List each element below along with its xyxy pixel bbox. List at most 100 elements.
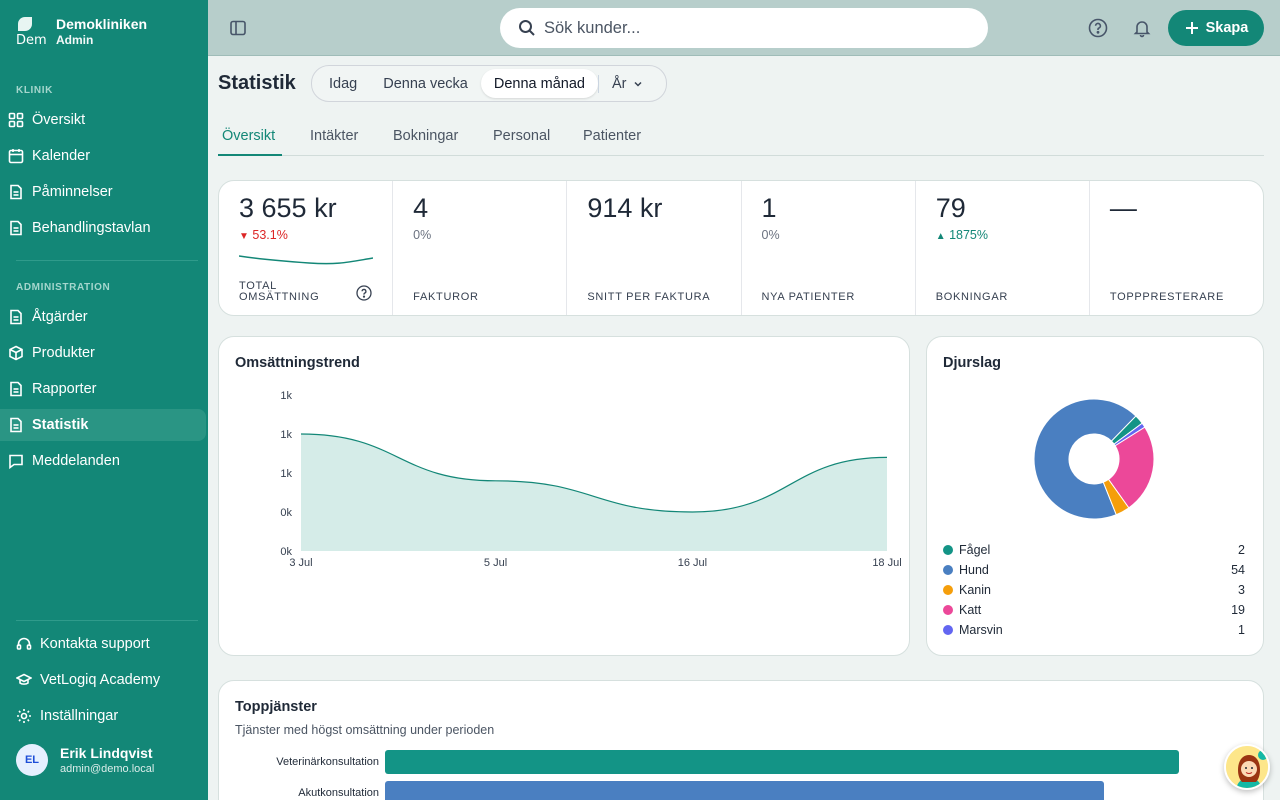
service-bar[interactable] [385,781,1104,800]
legend-label: Hund [959,563,989,577]
kpi-delta: ▲ 1875% [935,228,989,242]
kpi-value: 4 [413,193,429,223]
series-line [300,433,888,513]
up-arrow-icon: ▲ [935,231,946,242]
legend-count: 2 [1238,543,1245,557]
area-fill [301,434,887,551]
search-icon [519,20,535,36]
legend-dot [943,565,953,575]
sidebar-item-label: Åtgärder [32,309,88,325]
tab-bokningar[interactable]: Bokningar [393,128,459,144]
sidebar-item-rapporter[interactable]: Rapporter [0,373,206,405]
legend-item: Marsvin 1 [943,623,1245,637]
contact-support-link[interactable]: Kontakta support [16,636,150,652]
clinic-name: Demokliniken [56,16,148,32]
period-today[interactable]: Idag [329,75,358,92]
search-input[interactable] [544,18,944,38]
tab-personal[interactable]: Personal [493,128,551,144]
period-month[interactable]: Denna månad [480,69,598,98]
card-title: Omsättningstrend [235,355,360,371]
search-bar[interactable] [500,8,988,48]
kpi-label: TOTAL OMSÄTTNING [239,280,320,303]
sidebar-item-oversikt[interactable]: Översikt [0,104,206,136]
kpi-new-patients: 1 0% NYA PATIENTER [740,181,915,315]
footer-item-label: VetLogiq Academy [40,672,161,688]
pie-slice-kanin[interactable] [1102,478,1130,516]
legend-label: Marsvin [959,623,1003,637]
revenue-trend-card: Omsättningstrend 1k 1k 1k 0k 0k 3 Jul 5 Jul 16 … [218,336,910,656]
create-button[interactable]: Skapa [1168,10,1264,46]
assistant-avatar-icon [1226,746,1268,788]
help-icon [1088,18,1108,38]
kpi-label: TOPPPRESTERARE [1109,291,1224,303]
y-tick-label: 1k [280,390,292,402]
help-icon[interactable] [356,285,372,301]
sidebar-item-label: Kalender [32,148,91,164]
notifications-button[interactable] [1132,18,1152,38]
top-services-card: Toppjänster Tjänster med högst omsättnin… [218,680,1264,800]
kpi-bookings: 79 ▲ 1875% BOKNINGAR [914,181,1089,315]
sidebar: Dem Demokliniken Admin KLINIK Översikt K… [0,0,208,800]
toggle-sidebar-button[interactable] [228,18,248,38]
help-button[interactable] [1088,18,1108,38]
legend-count: 19 [1231,603,1245,617]
page-title: Statistik [218,72,296,94]
chevron-down-icon [634,81,642,87]
user-role: Admin [56,33,94,47]
legend-item: Fågel 2 [943,543,1245,557]
kpi-value: 1 [761,193,777,223]
document-icon [10,381,22,397]
period-week[interactable]: Denna vecka [383,75,468,92]
main-content: Statistik Idag Denna vecka Denna månad Å… [208,56,1280,800]
footer-item-label: Kontakta support [40,636,150,652]
kpi-total-revenue: 3 655 kr ▼ 53.1% TOTAL OMSÄTTNING [219,181,392,315]
period-year-dropdown[interactable]: År [599,69,658,98]
sidebar-item-statistik[interactable]: Statistik [0,409,206,441]
x-tick-label: 5 Jul [484,557,507,569]
assistant-avatar-button[interactable] [1224,744,1270,790]
sidebar-item-label: Översikt [32,112,86,128]
tab-intakter[interactable]: Intäkter [310,128,359,144]
legend-label: Fågel [959,543,991,557]
legend-count: 3 [1238,583,1245,597]
x-tick-label: 16 Jul [678,557,707,569]
settings-link[interactable]: Inställningar [16,708,118,724]
sidebar-item-behandlingstavlan[interactable]: Behandlingstavlan [0,212,206,244]
kpi-delta: 0% [761,228,780,242]
card-subtitle: Tjänster med högst omsättning under peri… [235,723,495,737]
species-card: Djurslag Fågel 2 Hund 54 Kanin 3 Katt 19 Marsvin… [926,336,1264,656]
plus-icon [1185,22,1198,34]
legend-dot [943,585,953,595]
card-title: Toppjänster [235,699,317,715]
create-button-label: Skapa [1205,20,1249,36]
pie-slice-hund[interactable] [1033,398,1137,520]
card-title: Djurslag [943,355,1002,371]
sidebar-item-label: Produkter [32,345,95,361]
kpi-delta: 0% [413,228,432,242]
kpi-row: 3 655 kr ▼ 53.1% TOTAL OMSÄTTNING 4 0% FA… [218,180,1264,316]
brand[interactable]: Dem Demokliniken Admin [16,16,147,47]
user-name: Erik Lindqvist [60,745,153,761]
service-bar[interactable] [385,750,1179,774]
kpi-average-per-invoice: 914 kr SNITT PER FAKTURA [566,181,740,315]
bar-label: Veterinärkonsultation [276,756,379,768]
sidebar-item-label: Behandlingstavlan [32,220,151,236]
tab-oversikt[interactable]: Översikt [222,128,276,144]
document-icon [10,220,22,236]
sidebar-item-kalender[interactable]: Kalender [0,140,206,172]
user-menu[interactable]: EL Erik Lindqvist admin@demo.local [16,744,154,776]
kpi-label: FAKTUROR [413,291,479,303]
sidebar-item-produkter[interactable]: Produkter [0,337,206,369]
sidebar-item-meddelanden[interactable]: Meddelanden [0,445,206,477]
kpi-delta: ▼ 53.1% [239,228,288,242]
academy-link[interactable]: VetLogiq Academy [16,672,160,688]
legend-item: Kanin 3 [943,583,1245,597]
gear-icon [17,709,31,723]
sidebar-item-paminnelser[interactable]: Påminnelser [0,176,206,208]
x-tick-label: 3 Jul [289,557,312,569]
pie-slice-katt[interactable] [1107,426,1155,509]
document-icon [10,184,22,200]
legend-dot [943,545,953,555]
sidebar-item-atgarder[interactable]: Åtgärder [0,301,206,333]
tab-patienter[interactable]: Patienter [583,128,642,144]
